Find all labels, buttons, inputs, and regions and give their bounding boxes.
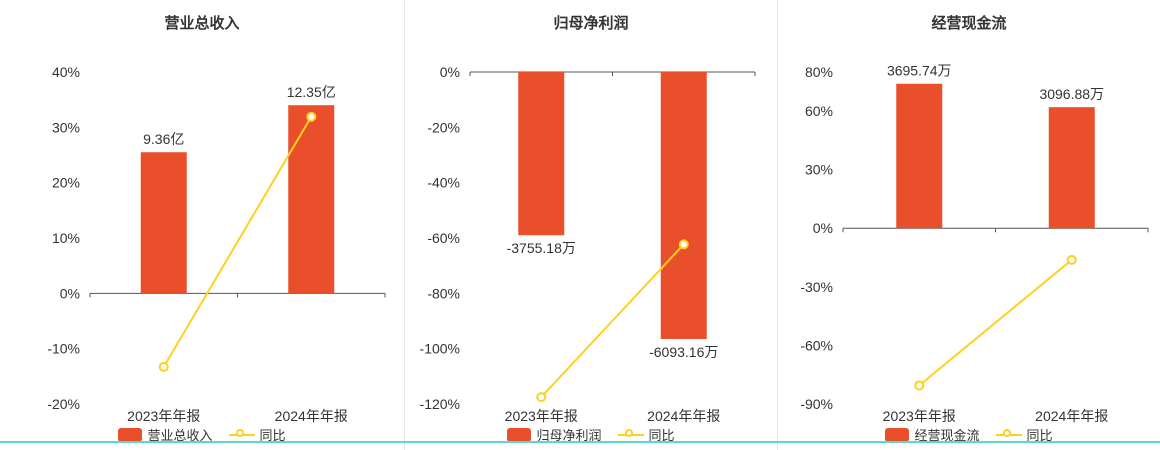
legend-item-bar-series[interactable]: 经营现金流 [885,425,980,444]
svg-text:-60%: -60% [427,230,460,246]
svg-text:12.35亿: 12.35亿 [287,84,336,100]
legend-item-line-series[interactable]: 同比 [617,425,675,444]
svg-text:2024年年报: 2024年年报 [1035,408,1108,424]
line-series-label: 同比 [259,428,286,443]
operating-revenue-plot: 40% 30% 20% 10% 0% -10% -20% 9.36亿 12.35亿 2023年年报… [47,64,386,424]
legend-operating-cash-flow: 经营现金流 同比 [778,425,1160,444]
svg-text:40%: 40% [52,64,80,80]
line-series-swatch [995,428,1022,442]
net-profit-plot: 0% -20% -40% -60% -80% -100% -120% -3755.18万 -60… [420,64,756,424]
svg-text:-20%: -20% [427,119,460,135]
line-swatch-dot [1002,428,1011,437]
svg-text:3096.88万: 3096.88万 [1039,86,1104,102]
svg-text:-20%: -20% [47,396,80,412]
line-series-swatch [617,428,644,442]
bar-series-label: 经营现金流 [914,428,980,443]
svg-text:0%: 0% [813,220,833,236]
bar-series-swatch [885,427,910,442]
svg-text:-30%: -30% [800,279,833,295]
operating-cash-flow-plot: 80% 60% 30% 0% -30% -60% -90% 3695.74万 3096.88万 2… [800,63,1149,424]
line-series-label: 同比 [648,428,675,443]
svg-text:10%: 10% [52,230,80,246]
line-series-label: 同比 [1026,428,1053,443]
svg-text:30%: 30% [805,162,833,178]
svg-text:0%: 0% [60,285,80,301]
chart-title-net-profit: 归母净利润 [553,15,629,32]
legend-item-bar-series[interactable]: 营业总收入 [118,425,213,444]
svg-text:-40%: -40% [427,175,460,191]
svg-text:-80%: -80% [427,285,460,301]
svg-text:-60%: -60% [800,337,833,353]
panel-net-profit: 归母净利润 0% -20% -40% -60% -80% -100% -120% -3755.… [405,0,778,450]
legend-net-profit: 归母净利润 同比 [405,425,777,444]
svg-text:2024年年报: 2024年年报 [275,408,348,424]
panel-operating-cash-flow: 经营现金流 80% 60% 30% 0% -30% -60% -90% 3695.74万 309… [778,0,1160,450]
legend-operating-revenue: 营业总收入 同比 [0,425,404,444]
svg-text:30%: 30% [52,119,80,135]
svg-text:3695.74万: 3695.74万 [887,63,952,79]
bar-series-swatch [118,427,143,442]
svg-text:9.36亿: 9.36亿 [143,131,184,147]
bar-series-label: 归母净利润 [536,428,602,443]
line-series-swatch [228,428,255,442]
svg-text:80%: 80% [805,64,833,80]
svg-text:60%: 60% [805,103,833,119]
bar-series-label: 营业总收入 [147,428,213,443]
chart-title-operating-revenue: 营业总收入 [164,15,240,32]
line-swatch-dot [235,428,244,437]
svg-text:-90%: -90% [800,396,833,412]
legend-item-bar-series[interactable]: 归母净利润 [507,425,602,444]
panel-operating-revenue: 营业总收入 40% 30% 20% 10% 0% -10% -20% 9.36亿 12.35亿 2… [0,0,405,450]
svg-text:2023年年报: 2023年年报 [883,408,956,424]
bottom-accent-line [0,441,1160,443]
svg-text:2024年年报: 2024年年报 [647,408,720,424]
svg-text:-120%: -120% [420,396,460,412]
svg-text:0%: 0% [440,64,460,80]
svg-text:2023年年报: 2023年年报 [127,408,200,424]
line-swatch-dot [624,428,633,437]
svg-text:20%: 20% [52,175,80,191]
svg-text:-6093.16万: -6093.16万 [649,344,718,360]
svg-text:2023年年报: 2023年年报 [505,408,578,424]
bar-series-swatch [507,427,532,442]
legend-item-line-series[interactable]: 同比 [995,425,1053,444]
chart-title-operating-cash-flow: 经营现金流 [931,15,1007,32]
svg-text:-100%: -100% [420,341,460,357]
svg-text:-3755.18万: -3755.18万 [507,240,576,256]
legend-item-line-series[interactable]: 同比 [228,425,286,444]
svg-text:-10%: -10% [47,341,80,357]
